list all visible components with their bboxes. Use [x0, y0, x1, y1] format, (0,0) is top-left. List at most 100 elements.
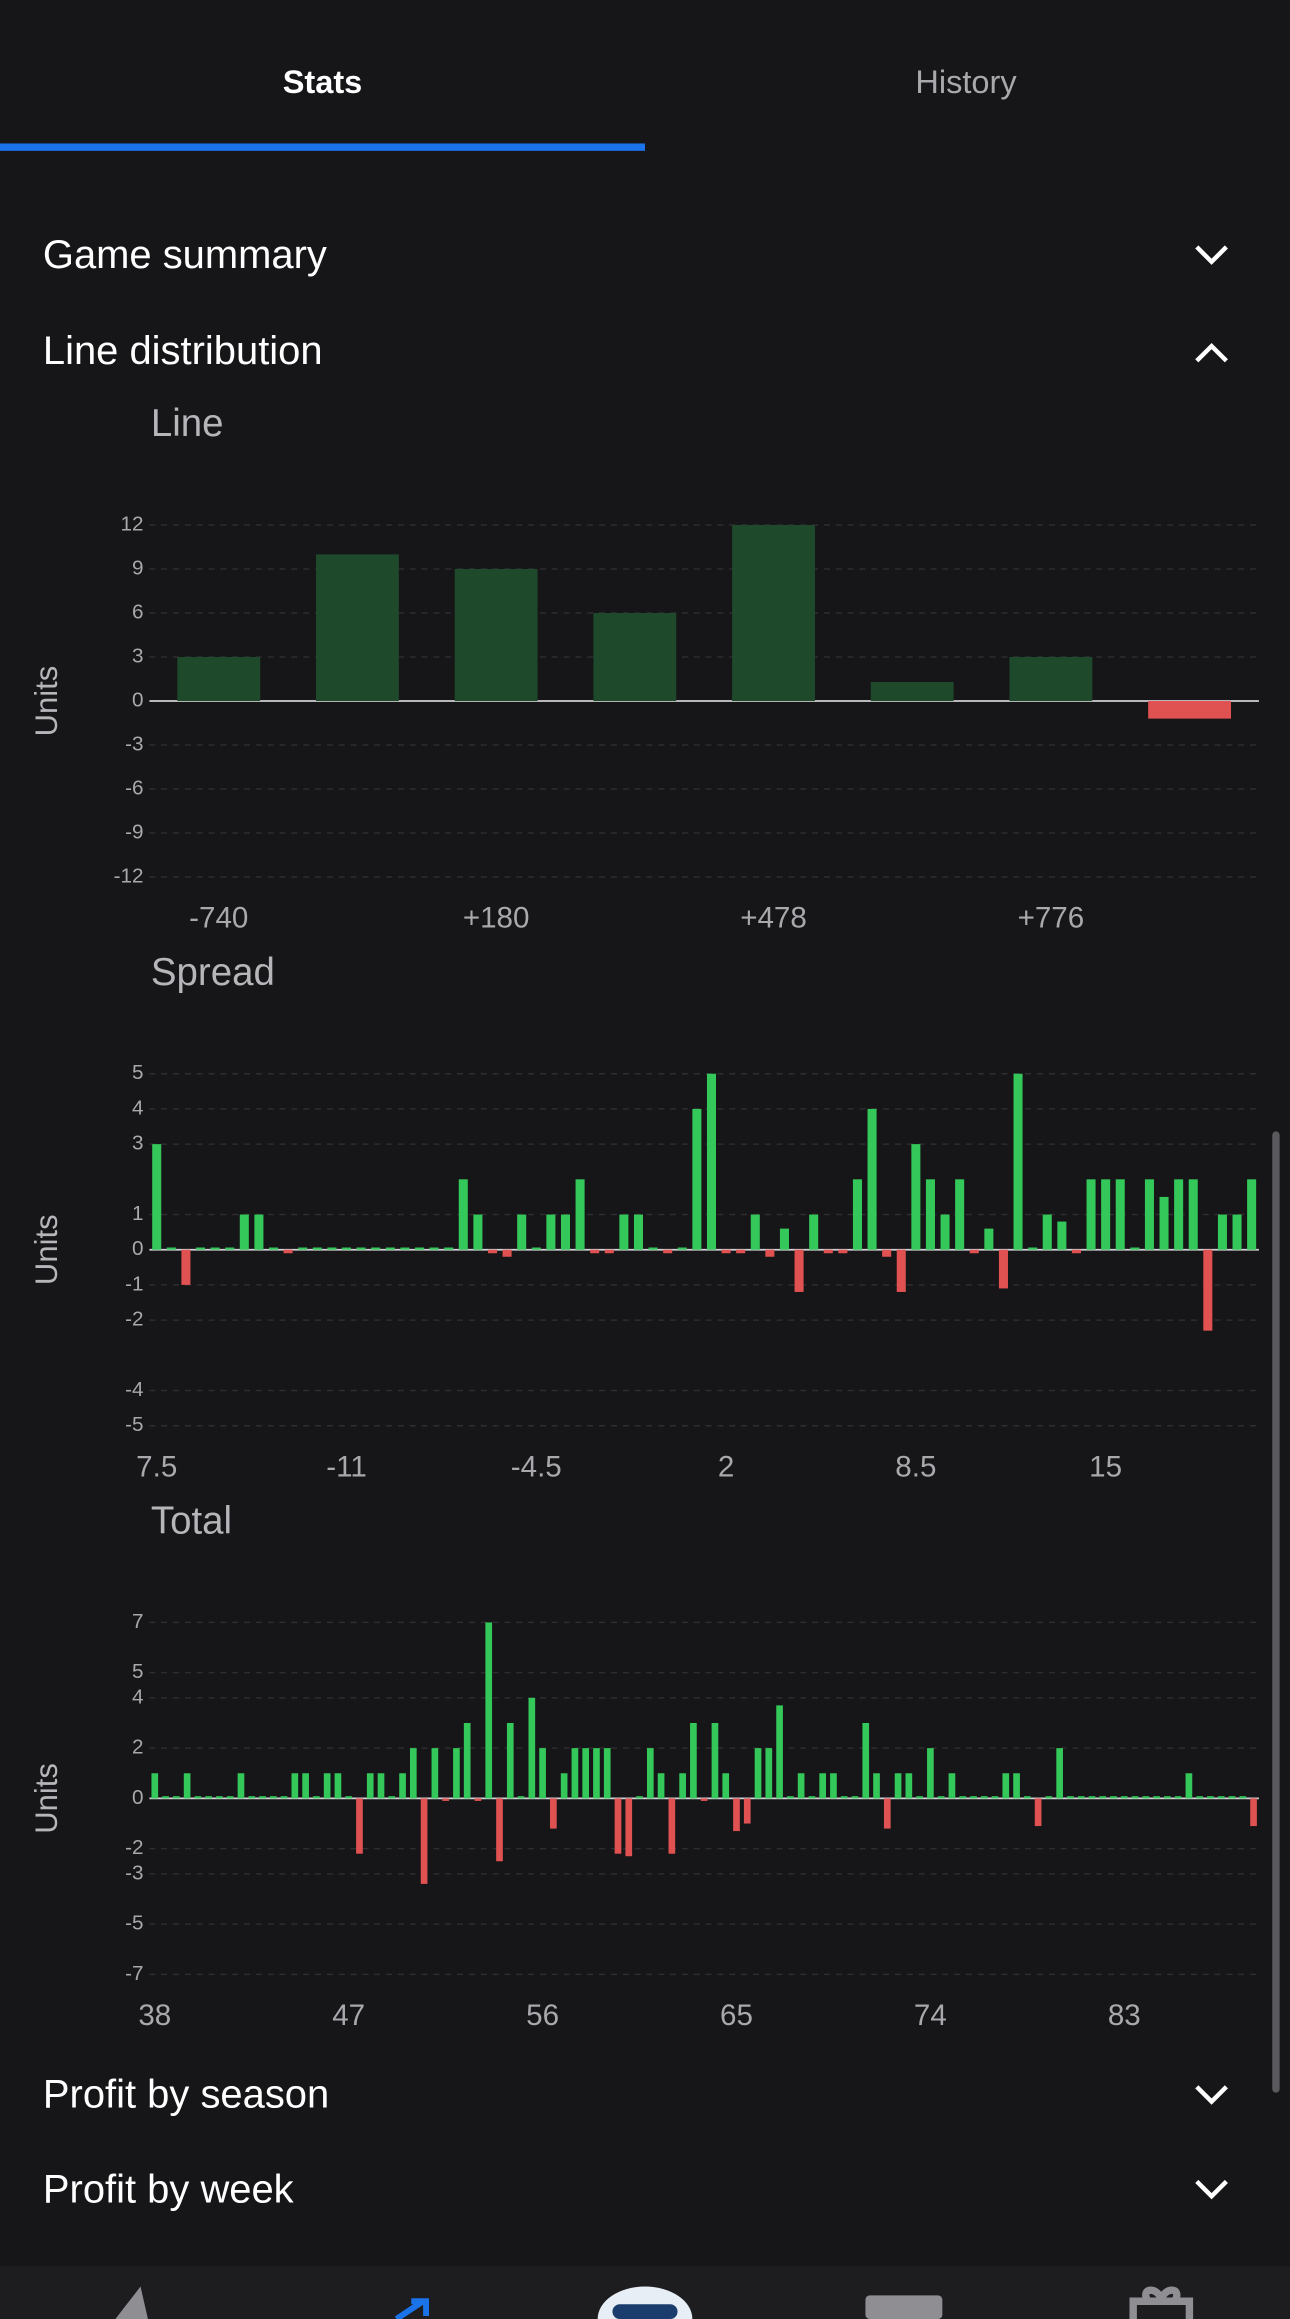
bar [582, 1748, 590, 1799]
bar [1239, 1796, 1247, 1799]
bar [237, 1773, 245, 1799]
bar [506, 1722, 514, 1799]
bar [1130, 1247, 1140, 1250]
bar [302, 1773, 309, 1799]
bar [194, 1796, 202, 1799]
y-axis-label: Units [29, 666, 64, 737]
bar [779, 1228, 789, 1250]
bar [1232, 1214, 1242, 1250]
bar [162, 1796, 169, 1799]
x-tick-label: 83 [1108, 1999, 1141, 2032]
y-tick-label: 2 [132, 1736, 144, 1759]
bar [356, 1247, 366, 1250]
bar [1013, 1073, 1023, 1250]
bar [1042, 1214, 1052, 1250]
bar [1028, 1247, 1038, 1250]
bar [593, 613, 677, 702]
bar [414, 1247, 425, 1250]
scrollbar [1272, 1131, 1280, 2093]
bar [711, 1722, 719, 1799]
bar [1023, 1796, 1031, 1799]
bar [648, 1247, 658, 1250]
chevron-down[interactable] [1195, 2179, 1228, 2200]
bar [345, 1796, 353, 1799]
bar [690, 1722, 697, 1799]
section-title[interactable]: Profit by season [43, 2073, 329, 2117]
bar [894, 1773, 902, 1799]
bar [867, 1108, 877, 1250]
bar [385, 1247, 395, 1250]
nav-icon[interactable] [115, 2286, 148, 2319]
x-tick-label: 15 [1089, 1450, 1122, 1483]
section-title[interactable]: Profit by week [43, 2167, 295, 2211]
x-tick-label: 56 [526, 1999, 559, 2032]
bottom-nav [0, 2265, 1290, 2319]
nav-icon[interactable] [394, 2298, 430, 2319]
nav-icon[interactable] [865, 2295, 943, 2319]
x-tick-label: 38 [138, 1999, 171, 2032]
bar [883, 1798, 891, 1829]
bar [487, 1249, 498, 1254]
bar [313, 1796, 320, 1799]
bar [911, 1144, 921, 1250]
bar [619, 1214, 629, 1250]
bar [1013, 1773, 1020, 1799]
tab-stats[interactable]: Stats [283, 64, 363, 100]
bar [808, 1796, 816, 1799]
bar [216, 1796, 223, 1799]
chevron-up[interactable] [1195, 342, 1228, 363]
bar [560, 1214, 571, 1250]
tab-history[interactable]: History [915, 64, 1017, 100]
x-tick-label: 47 [332, 1999, 365, 2032]
x-tick-label: -740 [189, 902, 248, 935]
bar [657, 1773, 665, 1799]
bar [1196, 1796, 1204, 1799]
y-tick-label: -12 [114, 864, 144, 887]
bar [870, 681, 954, 702]
section-title[interactable]: Line distribution [43, 329, 323, 373]
bar [463, 1722, 471, 1799]
bar [937, 1796, 945, 1799]
bar [794, 1249, 804, 1292]
y-tick-label: 0 [132, 1786, 144, 1809]
bar [442, 1798, 449, 1801]
bar [1203, 1249, 1213, 1331]
bar [195, 1247, 206, 1250]
bar [431, 1748, 439, 1799]
bar [1185, 1773, 1193, 1799]
bar [916, 1796, 923, 1799]
bar [528, 1697, 536, 1799]
x-tick-label: 2 [718, 1450, 734, 1483]
bar [205, 1796, 213, 1799]
y-tick-label: 0 [132, 688, 144, 711]
tab-indicator [0, 143, 645, 151]
bar [970, 1796, 977, 1799]
bar [341, 1247, 352, 1250]
bar [980, 1796, 988, 1799]
bar [955, 1179, 965, 1250]
bar [1148, 701, 1232, 719]
bar [840, 1796, 848, 1799]
bar [984, 1228, 994, 1250]
bar [679, 1773, 686, 1799]
bar [268, 1247, 279, 1250]
bar [765, 1249, 775, 1257]
bar [496, 1798, 503, 1862]
bar [1034, 1798, 1042, 1827]
chevron-down[interactable] [1195, 245, 1228, 265]
y-tick-label: 4 [132, 1685, 144, 1708]
x-tick-label: 8.5 [895, 1450, 936, 1483]
section-title[interactable]: Game summary [43, 233, 327, 277]
bar [560, 1773, 568, 1799]
nav-icon-detail [612, 2304, 678, 2319]
bar [1142, 1796, 1150, 1799]
bar [852, 1179, 862, 1250]
bar [453, 1748, 460, 1799]
bar [1228, 1796, 1236, 1799]
chevron-down[interactable] [1195, 2085, 1228, 2105]
bar [1101, 1179, 1111, 1250]
nav-icon[interactable] [1129, 2286, 1194, 2319]
bar [575, 1179, 585, 1250]
x-tick-label: 74 [914, 1999, 947, 2032]
bar [409, 1748, 417, 1799]
